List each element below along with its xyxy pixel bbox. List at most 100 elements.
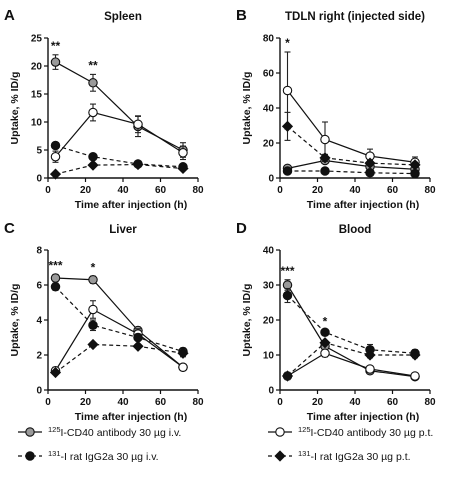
significance-label: * (323, 315, 328, 329)
data-point (410, 168, 420, 179)
y-tick-label: 10 (31, 118, 43, 129)
data-point (87, 159, 99, 171)
data-point (365, 364, 375, 374)
series-line (287, 352, 416, 377)
series-igg_iv (50, 281, 188, 357)
y-tick-label: 40 (263, 246, 275, 257)
data-point (132, 158, 144, 171)
data-point (177, 162, 189, 175)
y-tick-label: 2 (36, 351, 42, 362)
significance-label: ** (88, 58, 98, 72)
panel-letter: C (4, 220, 15, 237)
data-point (50, 140, 61, 151)
legend: 125I-CD40 antibody 30 µg i.v. 125I-CD40 a… (18, 425, 433, 463)
panel-title: Liver (109, 224, 137, 236)
significance-label: ** (51, 39, 61, 53)
y-tick-label: 25 (31, 34, 43, 45)
series-line (54, 308, 184, 372)
significance-label: *** (280, 264, 294, 278)
y-axis-title: Uptake, % ID/g (9, 284, 21, 357)
data-point (320, 327, 330, 337)
data-point (50, 57, 61, 67)
x-tick-label: 60 (155, 185, 167, 196)
data-point (282, 85, 293, 96)
x-tick-label: 60 (387, 397, 399, 408)
x-axis-title: Time after injection (h) (307, 199, 419, 211)
x-tick-label: 80 (192, 397, 204, 408)
series-line (287, 170, 416, 175)
data-point (49, 168, 62, 180)
data-point (364, 157, 376, 169)
legend-label: 131-I rat IgG2a 30 µg p.t. (298, 449, 411, 463)
legend-text: I-CD40 antibody 30 µg i.v. (61, 427, 182, 439)
series-cd40_iv (50, 273, 188, 372)
series-line (287, 90, 416, 163)
legend-marker (25, 451, 35, 461)
series-cd40_pt (282, 51, 420, 169)
legend-label: 131-I rat IgG2a 30 µg i.v. (48, 449, 159, 463)
y-tick-label: 10 (263, 351, 275, 362)
y-tick-label: 20 (263, 316, 275, 327)
legend-marker (274, 450, 286, 462)
x-tick-label: 20 (80, 397, 92, 408)
series-line (286, 284, 416, 378)
panel-title: Spleen (104, 11, 142, 23)
series-igg_pt (49, 158, 189, 180)
data-point (50, 281, 61, 292)
data-point (133, 332, 143, 343)
data-point (88, 107, 98, 118)
legend-item-igg_pt: 131-I rat IgG2a 30 µg p.t. (268, 449, 411, 463)
data-point (409, 159, 421, 171)
panel-d: D Blood 0 10 20 30 40 0 20 40 60 80 Time after injec… (236, 220, 436, 423)
series-cd40_pt (50, 103, 188, 163)
data-point (88, 274, 98, 285)
panel-title: Blood (339, 224, 372, 236)
y-tick-label: 0 (268, 386, 274, 397)
data-point (281, 370, 294, 382)
series-line (55, 163, 184, 175)
legend-label: 125I-CD40 antibody 30 µg i.v. (48, 425, 181, 439)
x-tick-label: 80 (424, 185, 436, 196)
legend-text: I-CD40 antibody 30 µg p.t. (311, 427, 434, 439)
data-point (132, 340, 144, 352)
panel-title: TDLN right (injected side) (285, 11, 425, 23)
y-tick-label: 30 (263, 281, 275, 292)
y-tick-label: 0 (268, 174, 274, 185)
x-tick-label: 20 (312, 185, 324, 196)
data-point (319, 337, 331, 349)
series-igg_iv (282, 287, 420, 358)
x-tick-label: 40 (349, 185, 361, 196)
data-point (410, 371, 420, 381)
legend-isotope: 131 (48, 449, 61, 458)
legend-label: 125I-CD40 antibody 30 µg p.t. (298, 425, 433, 439)
data-point (49, 366, 62, 379)
data-point (178, 148, 188, 158)
data-point (133, 119, 143, 129)
x-tick-label: 20 (80, 185, 92, 196)
y-tick-label: 0 (36, 174, 42, 185)
y-axis-title: Uptake, % ID/g (241, 72, 253, 145)
data-point (409, 349, 421, 361)
series-line (55, 61, 184, 151)
series-line (55, 111, 184, 158)
data-point (282, 166, 293, 176)
y-axis-title: Uptake, % ID/g (9, 72, 21, 145)
y-tick-label: 60 (263, 69, 275, 80)
legend-isotope: 125 (48, 425, 61, 434)
panel-letter: D (236, 220, 247, 237)
legend-marker (25, 427, 35, 437)
x-tick-label: 0 (45, 185, 51, 196)
data-point (364, 349, 376, 361)
x-tick-label: 80 (192, 185, 204, 196)
series-line (55, 277, 184, 368)
series-line (55, 286, 184, 353)
series-line (287, 295, 416, 354)
data-point (281, 120, 294, 132)
data-point (282, 290, 293, 301)
data-point (50, 151, 61, 162)
data-point (88, 78, 98, 88)
legend-isotope: 125 (298, 425, 311, 434)
y-tick-label: 4 (36, 316, 42, 327)
x-tick-label: 60 (155, 397, 167, 408)
